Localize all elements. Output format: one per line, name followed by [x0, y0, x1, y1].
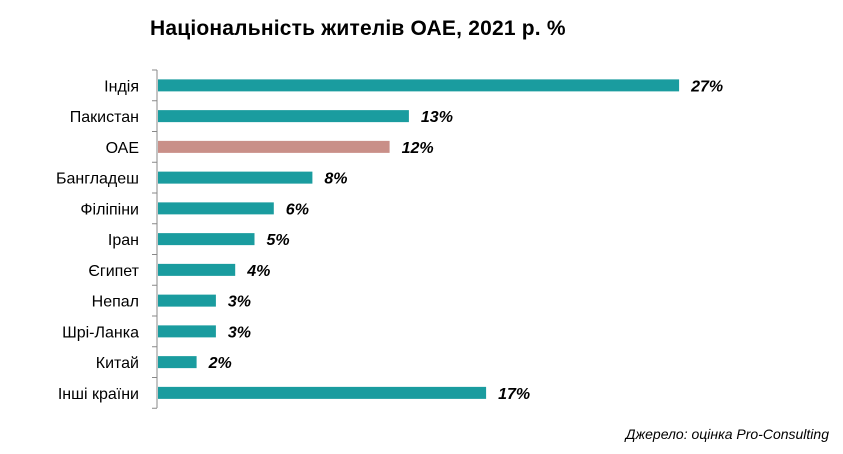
value-label: 3%	[228, 294, 251, 311]
value-label: 13%	[421, 109, 453, 126]
value-label: 6%	[286, 201, 309, 218]
category-label: ОАЕ	[106, 140, 139, 157]
category-label: Іран	[108, 232, 139, 249]
bar	[158, 356, 197, 369]
bar	[158, 294, 216, 307]
category-labels: Індія Пакистан ОАЕ Бангладеш Філіпіни Іран Єги…	[56, 78, 140, 403]
bar	[158, 325, 216, 338]
bar	[158, 171, 313, 184]
category-label: Індія	[104, 78, 139, 95]
bar	[158, 202, 274, 215]
value-label: 3%	[228, 324, 251, 341]
value-label: 17%	[498, 386, 530, 403]
bar	[158, 110, 409, 123]
category-label: Непал	[92, 294, 139, 311]
value-label: 2%	[208, 355, 232, 372]
value-labels: 27% 13% 12% 8% 6% 5% 4% 3% 3% 2% 17%	[208, 78, 724, 403]
source-note: Джерело: оцінка Pro-Consulting	[625, 426, 829, 442]
bar	[158, 79, 680, 92]
y-axis-ticks	[152, 69, 157, 409]
value-label: 12%	[402, 140, 434, 157]
category-label: Філіпіни	[80, 201, 139, 218]
category-label: Єгипет	[88, 263, 139, 280]
bar	[158, 140, 390, 153]
category-label: Інші країни	[58, 386, 139, 403]
bars-layer	[158, 79, 680, 399]
value-label: 5%	[267, 232, 290, 249]
category-label: Пакистан	[70, 109, 139, 126]
category-label: Китай	[96, 355, 139, 372]
value-label: 4%	[246, 263, 270, 280]
chart-title: Національність жителів ОАЕ, 2021 р. %	[150, 17, 566, 40]
bar	[158, 233, 255, 246]
bar	[158, 386, 487, 399]
bar	[158, 263, 236, 276]
category-label: Шрі-Ланка	[62, 324, 139, 341]
category-label: Бангладеш	[56, 171, 139, 188]
value-label: 8%	[324, 171, 347, 188]
value-label: 27%	[690, 78, 723, 95]
